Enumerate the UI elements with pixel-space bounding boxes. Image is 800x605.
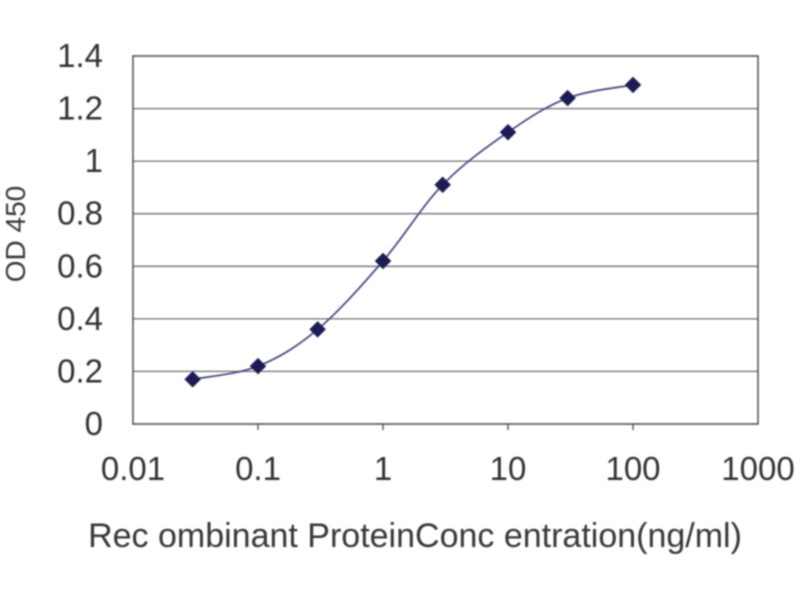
svg-text:0.1: 0.1 [235,450,281,487]
svg-text:1: 1 [85,142,103,179]
svg-text:1.2: 1.2 [57,90,103,127]
svg-text:0.4: 0.4 [57,300,103,337]
svg-text:10: 10 [490,450,527,487]
svg-text:0.6: 0.6 [57,247,103,284]
svg-text:OD 450: OD 450 [0,186,31,283]
svg-text:100: 100 [605,450,660,487]
svg-text:Rec ombinant ProteinConc entra: Rec ombinant ProteinConc entration(ng/ml… [88,517,742,555]
svg-text:0.2: 0.2 [57,352,103,389]
svg-text:0.01: 0.01 [101,450,165,487]
svg-text:0.8: 0.8 [57,195,103,232]
svg-text:1000: 1000 [721,450,794,487]
svg-text:1: 1 [374,450,392,487]
svg-text:0: 0 [85,405,103,442]
svg-text:1.4: 1.4 [57,37,103,74]
